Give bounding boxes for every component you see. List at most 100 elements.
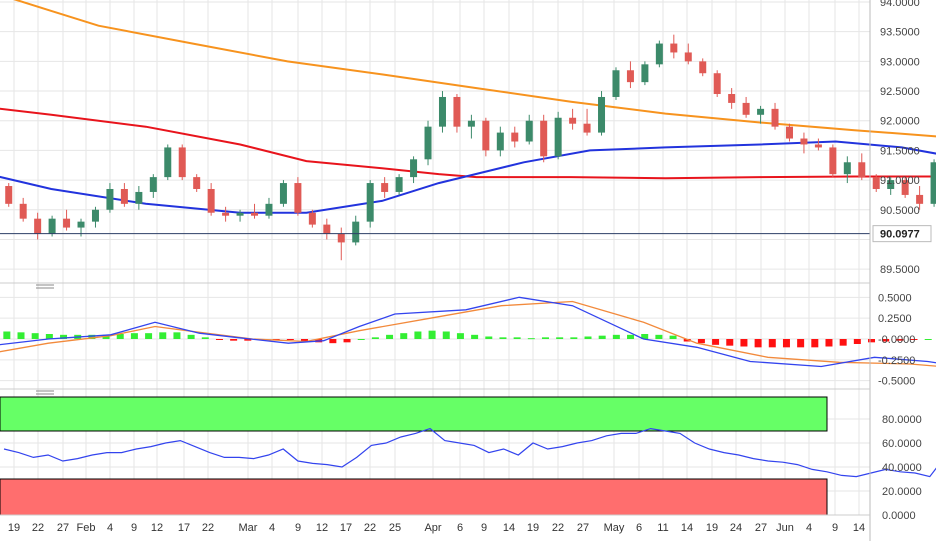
candle[interactable] (496, 126, 504, 157)
candle[interactable] (149, 174, 157, 198)
candle[interactable] (930, 159, 936, 207)
pane-divider-handle-1[interactable] (36, 284, 54, 289)
candle[interactable] (684, 43, 692, 65)
candle[interactable] (655, 40, 663, 68)
candle[interactable] (337, 227, 345, 261)
candle[interactable] (598, 91, 606, 136)
candle[interactable] (410, 156, 418, 184)
candle[interactable] (554, 111, 562, 160)
candle[interactable] (901, 177, 909, 198)
candle[interactable] (814, 138, 822, 151)
candle[interactable] (511, 126, 519, 148)
candle[interactable] (670, 34, 678, 59)
x-axis-label: Mar (239, 522, 258, 534)
candle[interactable] (467, 114, 475, 139)
rsi-y-tick: 0.0000 (882, 510, 916, 522)
candle[interactable] (887, 177, 895, 195)
candle[interactable] (135, 186, 143, 210)
candle[interactable] (381, 177, 389, 198)
macd-histogram-bar (130, 333, 138, 339)
macd-y-tick: -0.2500 (878, 355, 915, 367)
candle[interactable] (424, 120, 432, 166)
macd-line (0, 296, 936, 368)
macd-histogram-bar (655, 334, 663, 339)
candle[interactable] (626, 61, 634, 89)
candle[interactable] (785, 123, 793, 142)
candle[interactable] (713, 70, 721, 97)
candle[interactable] (366, 180, 374, 228)
candle[interactable] (222, 206, 230, 222)
candle[interactable] (525, 114, 533, 145)
macd-histogram-bar (31, 333, 39, 339)
x-axis-label: 19 (706, 522, 718, 534)
macd-pane[interactable] (0, 296, 936, 376)
candle[interactable] (641, 61, 649, 86)
candle[interactable] (265, 197, 273, 219)
candle[interactable] (120, 183, 128, 207)
candle[interactable] (294, 177, 302, 216)
x-axis-label: 19 (8, 522, 20, 534)
candle[interactable] (916, 186, 924, 210)
candle[interactable] (91, 206, 99, 228)
x-axis-label: 4 (806, 522, 812, 534)
macd-histogram-bar (797, 339, 805, 348)
candle[interactable] (236, 209, 244, 222)
price-y-tick: 89.5000 (880, 264, 920, 276)
candle[interactable] (829, 144, 837, 178)
candle[interactable] (308, 209, 316, 228)
x-axis-label: 17 (178, 522, 190, 534)
candle[interactable] (48, 215, 56, 237)
macd-histogram-bar (471, 334, 479, 339)
candle[interactable] (858, 153, 866, 181)
candle[interactable] (757, 105, 765, 124)
x-axis-label: 9 (481, 522, 487, 534)
candle[interactable] (771, 102, 779, 130)
candle[interactable] (728, 88, 736, 109)
x-axis-label: 9 (295, 522, 301, 534)
candle[interactable] (800, 132, 808, 154)
rsi-pane[interactable] (0, 396, 936, 516)
candle[interactable] (178, 144, 186, 181)
pane-divider-handle-2[interactable] (36, 390, 54, 395)
candle[interactable] (569, 108, 577, 130)
macd-histogram-bar (882, 339, 890, 342)
macd-y-tick: -0.0000 (878, 334, 915, 346)
macd-histogram-bar (811, 339, 819, 348)
candle[interactable] (323, 218, 331, 240)
candle[interactable] (63, 209, 71, 231)
candle[interactable] (699, 58, 707, 77)
candle[interactable] (540, 114, 548, 163)
candle[interactable] (395, 174, 403, 195)
overbought-zone (0, 396, 828, 432)
candle[interactable] (193, 174, 201, 192)
x-axis-label: 14 (681, 522, 693, 534)
macd-histogram-bar (868, 339, 876, 343)
macd-histogram-bar (428, 330, 436, 339)
candle[interactable] (438, 91, 446, 133)
candle[interactable] (279, 180, 287, 207)
candle[interactable] (106, 183, 114, 213)
candle[interactable] (207, 183, 215, 216)
macd-histogram-bar (839, 339, 847, 346)
price-y-tick: 93.5000 (880, 27, 920, 39)
candle[interactable] (583, 108, 591, 136)
candle[interactable] (612, 67, 620, 100)
macd-histogram-bar (754, 339, 762, 348)
candle[interactable] (453, 94, 461, 133)
candle[interactable] (34, 212, 42, 240)
price-pane[interactable]: 90.0977 (0, 0, 936, 266)
candle[interactable] (872, 174, 880, 192)
x-axis-label: 25 (389, 522, 401, 534)
candle[interactable] (251, 203, 259, 219)
candle[interactable] (482, 117, 490, 157)
candle[interactable] (742, 96, 750, 118)
x-axis-label: 24 (730, 522, 742, 534)
candle[interactable] (843, 156, 851, 184)
candle[interactable] (352, 215, 360, 246)
x-axis-label: 22 (32, 522, 44, 534)
candle[interactable] (164, 144, 172, 181)
candle[interactable] (5, 183, 13, 207)
candle[interactable] (19, 197, 27, 222)
